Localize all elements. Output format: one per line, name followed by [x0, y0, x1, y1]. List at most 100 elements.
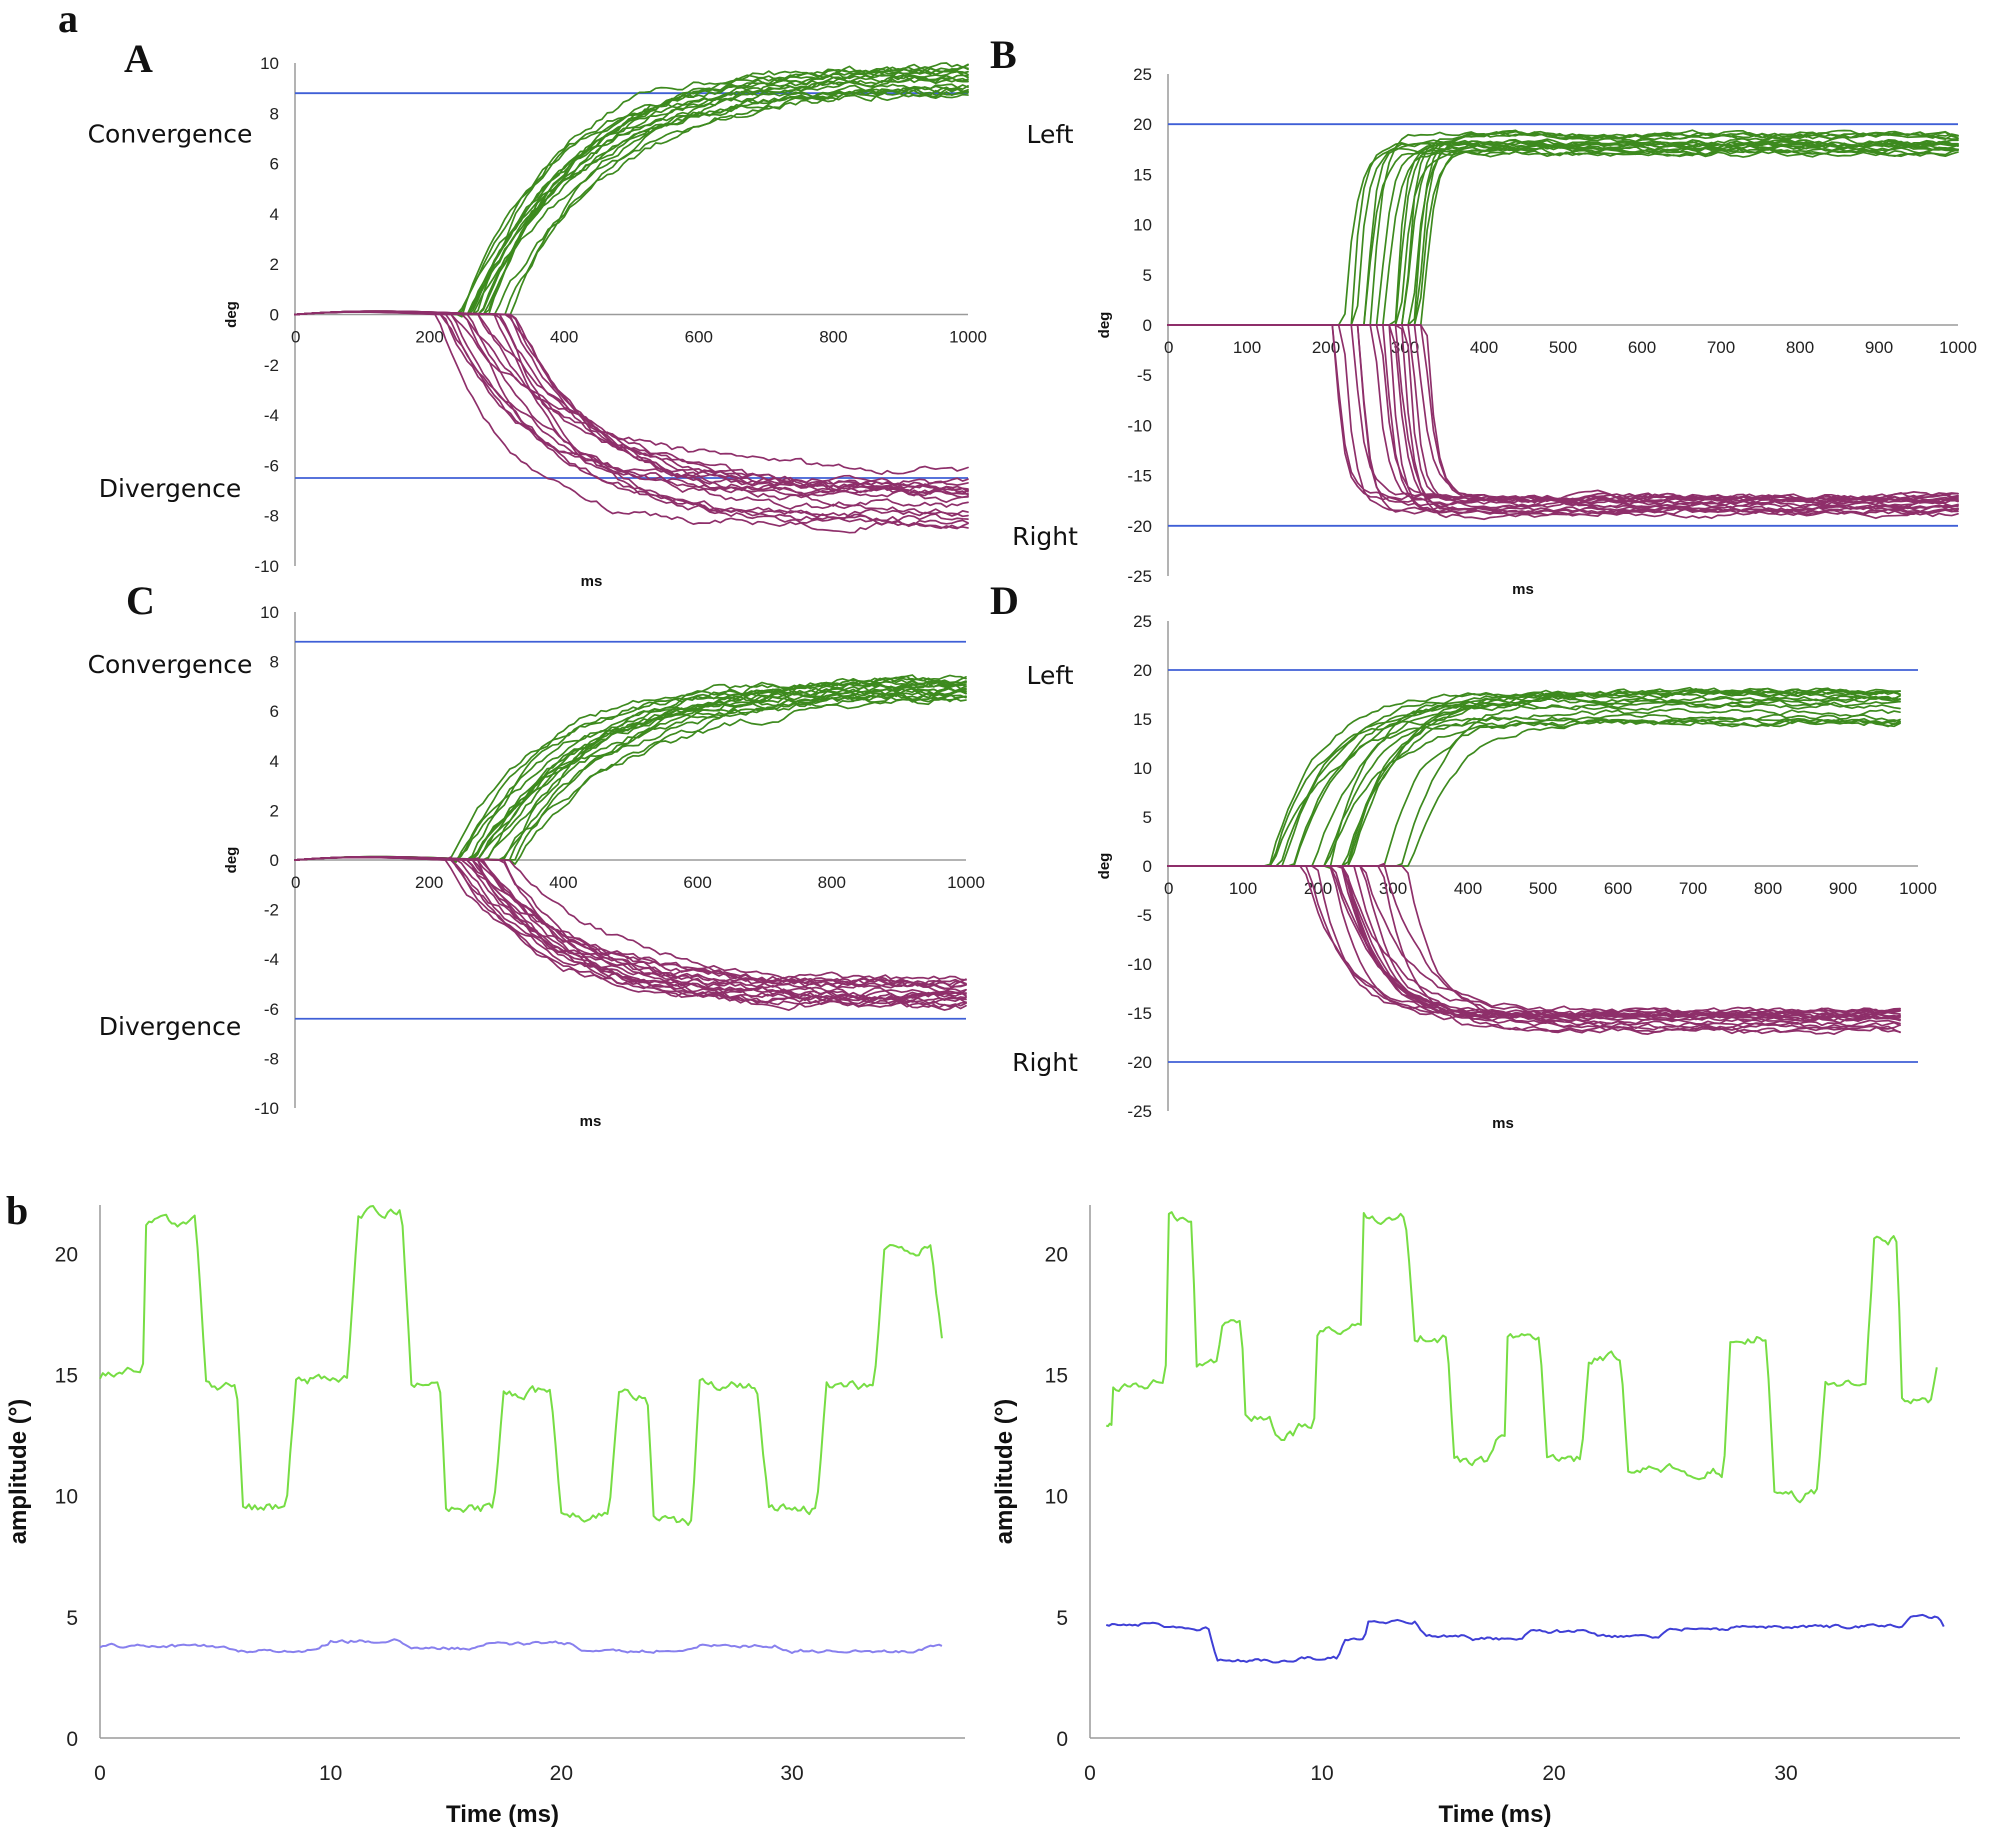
x-tick-label: 100 — [1233, 338, 1261, 357]
upper-trace — [1167, 139, 1959, 326]
x-tick-label: 100 — [1229, 879, 1257, 898]
y-tick-label: -10 — [254, 557, 279, 576]
upper-trace — [1167, 140, 1959, 326]
upper-trace — [1167, 694, 1901, 867]
x-tick-label: 20 — [1542, 1762, 1565, 1785]
y-tick-label: -15 — [1127, 1004, 1152, 1023]
upper-trace — [1167, 141, 1959, 326]
lower-trace — [294, 310, 969, 522]
upper-trace — [1167, 139, 1959, 326]
upper-trace — [294, 687, 967, 861]
lower-trace — [294, 310, 969, 486]
y-tick-label: 6 — [270, 155, 279, 174]
lower-trace — [294, 310, 969, 498]
panel-A-letter: A — [124, 36, 153, 81]
x-tick-label: 900 — [1829, 879, 1857, 898]
x-axis-label: ms — [1492, 1115, 1514, 1132]
y-tick-label: 20 — [1133, 115, 1152, 134]
amplitude-trace-green — [99, 1205, 943, 1526]
x-tick-label: 500 — [1549, 338, 1577, 357]
x-tick-label: 800 — [818, 873, 846, 892]
upper-trace — [1167, 144, 1959, 326]
amplitude-trace-blue — [1105, 1613, 1945, 1664]
x-tick-label: 0 — [1084, 1762, 1096, 1785]
upper-trace — [294, 682, 967, 861]
panel-B-letter: B — [990, 32, 1017, 77]
upper-trace — [294, 66, 969, 316]
x-tick-label: 600 — [685, 328, 713, 347]
lower-trace — [1167, 324, 1959, 501]
upper-trace — [1167, 129, 1959, 326]
lower-trace — [294, 311, 969, 534]
y-tick-label: 20 — [55, 1243, 78, 1266]
upper-trace — [1167, 131, 1959, 326]
x-tick-label: 700 — [1707, 338, 1735, 357]
y-tick-label: -4 — [264, 950, 279, 969]
lower-trace — [294, 310, 969, 492]
y-axis-label: deg — [223, 847, 240, 874]
y-tick-label: -6 — [264, 1000, 279, 1019]
panel-A: -10 -8 -6 -4 -2 0 2 4 6 8 10 0 200 400 600 800 1000 ms deg… — [88, 54, 987, 590]
x-tick-label: 800 — [1754, 879, 1782, 898]
y-tick-label: -25 — [1127, 1102, 1152, 1121]
x-tick-label: 400 — [1470, 338, 1498, 357]
y-tick-label: -2 — [264, 901, 279, 920]
x-axis-label: ms — [580, 1113, 602, 1130]
y-tick-label: 0 — [270, 851, 279, 870]
y-axis-label: amplitude (°) — [991, 1399, 1018, 1545]
amplitude-trace-blue — [99, 1638, 943, 1654]
y-tick-label: 5 — [1056, 1607, 1068, 1630]
x-axis-label: ms — [1512, 581, 1534, 598]
side-label: Left — [1026, 120, 1073, 149]
upper-trace — [1167, 140, 1959, 326]
lower-trace — [294, 856, 967, 989]
y-tick-label: -8 — [264, 1049, 279, 1068]
y-tick-label: 20 — [1133, 661, 1152, 680]
lower-trace — [294, 856, 967, 1002]
panel-D-letter: D — [990, 578, 1019, 623]
side-label: Divergence — [99, 474, 241, 503]
upper-trace — [1167, 129, 1959, 326]
panel-b-left: 0 5 10 15 20 0 10 20 30 Time (ms) amplitude (°) — [5, 1205, 965, 1828]
y-tick-label: -20 — [1127, 1053, 1152, 1072]
x-tick-label: 0 — [1164, 338, 1173, 357]
upper-trace — [1167, 707, 1901, 867]
upper-trace — [1167, 688, 1901, 867]
y-tick-label: -10 — [254, 1099, 279, 1118]
x-tick-label: 200 — [1304, 879, 1332, 898]
y-tick-label: 15 — [55, 1365, 78, 1388]
y-tick-label: -20 — [1127, 517, 1152, 536]
x-tick-label: 500 — [1529, 879, 1557, 898]
lower-trace — [294, 856, 967, 989]
x-tick-label: 10 — [1310, 1762, 1333, 1785]
lower-trace — [294, 310, 969, 504]
y-tick-label: 4 — [270, 205, 279, 224]
y-tick-label: 5 — [66, 1607, 78, 1630]
y-tick-label: 4 — [270, 752, 279, 771]
y-tick-label: -10 — [1127, 416, 1152, 435]
upper-trace — [294, 88, 969, 316]
y-axis-label: deg — [1096, 312, 1113, 339]
part-b-label: b — [6, 1188, 28, 1233]
y-tick-label: -5 — [1137, 906, 1152, 925]
y-tick-label: -2 — [264, 356, 279, 375]
x-tick-label: 0 — [1164, 879, 1173, 898]
y-tick-label: 15 — [1045, 1365, 1068, 1388]
upper-trace — [1167, 130, 1959, 326]
lower-trace — [1167, 865, 1901, 1032]
x-tick-label: 600 — [683, 873, 711, 892]
y-tick-label: 8 — [270, 104, 279, 123]
x-tick-label: 600 — [1628, 338, 1656, 357]
y-tick-label: 0 — [66, 1728, 78, 1751]
y-tick-label: 10 — [1133, 759, 1152, 778]
x-tick-label: 400 — [1454, 879, 1482, 898]
upper-trace — [294, 64, 969, 316]
upper-trace — [1167, 129, 1959, 326]
y-tick-label: 10 — [260, 54, 279, 73]
y-tick-label: 10 — [1133, 216, 1152, 235]
x-tick-label: 1000 — [949, 328, 987, 347]
panel-C-letter: C — [126, 578, 155, 623]
x-axis-label: Time (ms) — [1439, 1801, 1552, 1828]
y-tick-label: -25 — [1127, 567, 1152, 586]
